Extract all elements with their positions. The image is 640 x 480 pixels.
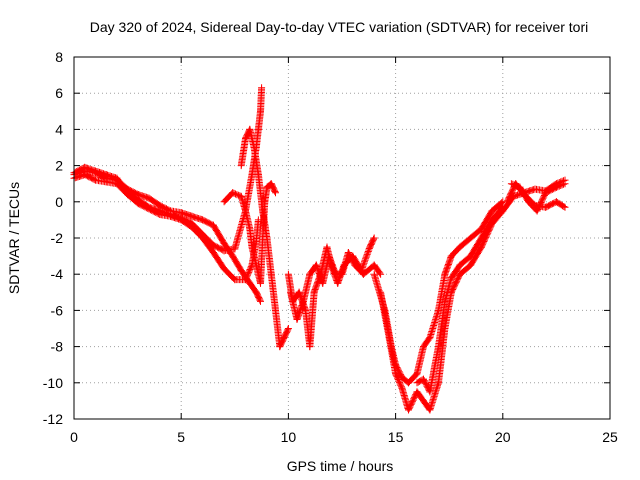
y-tick-label: -8	[51, 339, 64, 355]
series-trace-5	[237, 125, 292, 351]
data-point-markers	[344, 249, 359, 269]
y-tick-label: -4	[51, 266, 64, 282]
data-point-markers	[145, 194, 164, 209]
data-point-markers	[209, 221, 228, 247]
series-trace-4	[220, 180, 279, 287]
x-tick-label: 5	[177, 429, 185, 445]
series-trace-10	[413, 203, 507, 396]
data-point-markers	[134, 196, 153, 211]
data-point-markers	[306, 288, 318, 351]
x-tick-label: 0	[70, 429, 78, 445]
y-tick-label: 0	[55, 194, 63, 210]
data-point-markers	[280, 325, 292, 342]
data-point-markers	[188, 220, 207, 238]
data-point-markers	[467, 234, 485, 260]
y-tick-label: 2	[55, 158, 63, 174]
y-tick-label: -10	[43, 375, 63, 391]
x-tick-label: 15	[388, 429, 404, 445]
data-point-markers	[477, 216, 496, 242]
axis-ticks: 0 5 10 15 20 25 -12 -10 -8 -6 -4 -2 0 2 4 6 8	[43, 49, 618, 445]
data-series	[70, 84, 569, 414]
data-point-markers	[366, 234, 378, 251]
y-tick-label: -12	[43, 411, 63, 427]
data-point-markers	[467, 225, 485, 242]
data-point-markers	[488, 198, 507, 215]
data-point-markers	[242, 261, 256, 284]
data-point-markers	[447, 261, 464, 282]
data-point-markers	[413, 343, 427, 378]
data-point-markers	[113, 174, 132, 197]
data-point-markers	[516, 183, 532, 206]
data-point-markers	[392, 370, 406, 392]
x-tick-label: 25	[602, 429, 618, 445]
data-point-markers	[456, 234, 475, 251]
data-point-markers	[209, 249, 228, 273]
y-tick-label: 8	[55, 49, 63, 65]
data-point-markers	[552, 176, 569, 188]
data-point-markers	[299, 270, 314, 305]
series-trace-9	[377, 207, 507, 414]
data-point-markers	[220, 265, 239, 284]
data-point-markers	[385, 334, 400, 378]
data-point-markers	[477, 207, 496, 233]
data-point-markers	[467, 243, 485, 269]
data-point-markers	[552, 180, 569, 191]
y-tick-label: -6	[51, 302, 64, 318]
data-point-markers	[552, 198, 569, 211]
data-point-markers	[435, 325, 449, 387]
data-point-markers	[435, 297, 449, 351]
data-point-markers	[199, 230, 217, 249]
x-axis-label: GPS time / hours	[287, 458, 394, 474]
y-tick-label: 4	[55, 121, 63, 137]
data-point-markers	[252, 288, 264, 305]
data-point-markers	[533, 189, 550, 215]
data-point-markers	[426, 379, 442, 414]
data-point-markers	[377, 288, 393, 342]
data-point-markers	[370, 261, 385, 278]
series-trace-7	[287, 249, 385, 323]
chart-title: Day 320 of 2024, Sidereal Day-to-day VTE…	[90, 19, 589, 35]
x-tick-label: 20	[495, 429, 511, 445]
x-tick-label: 10	[281, 429, 297, 445]
data-point-markers	[447, 270, 464, 296]
y-tick-label: 6	[55, 85, 63, 101]
series-trace-3	[70, 84, 266, 255]
data-point-markers	[124, 189, 142, 204]
y-tick-label: -2	[51, 230, 64, 246]
data-point-markers	[229, 252, 245, 275]
data-point-markers	[456, 261, 475, 278]
data-point-markers	[426, 306, 442, 342]
series-trace-13	[507, 180, 569, 215]
data-point-markers	[257, 234, 267, 287]
data-point-markers	[257, 84, 266, 115]
data-point-markers	[426, 343, 442, 396]
data-point-markers	[456, 252, 475, 269]
data-point-markers	[252, 216, 262, 246]
data-point-markers	[267, 180, 279, 197]
y-axis-label: SDTVAR / TECUs	[6, 182, 22, 294]
